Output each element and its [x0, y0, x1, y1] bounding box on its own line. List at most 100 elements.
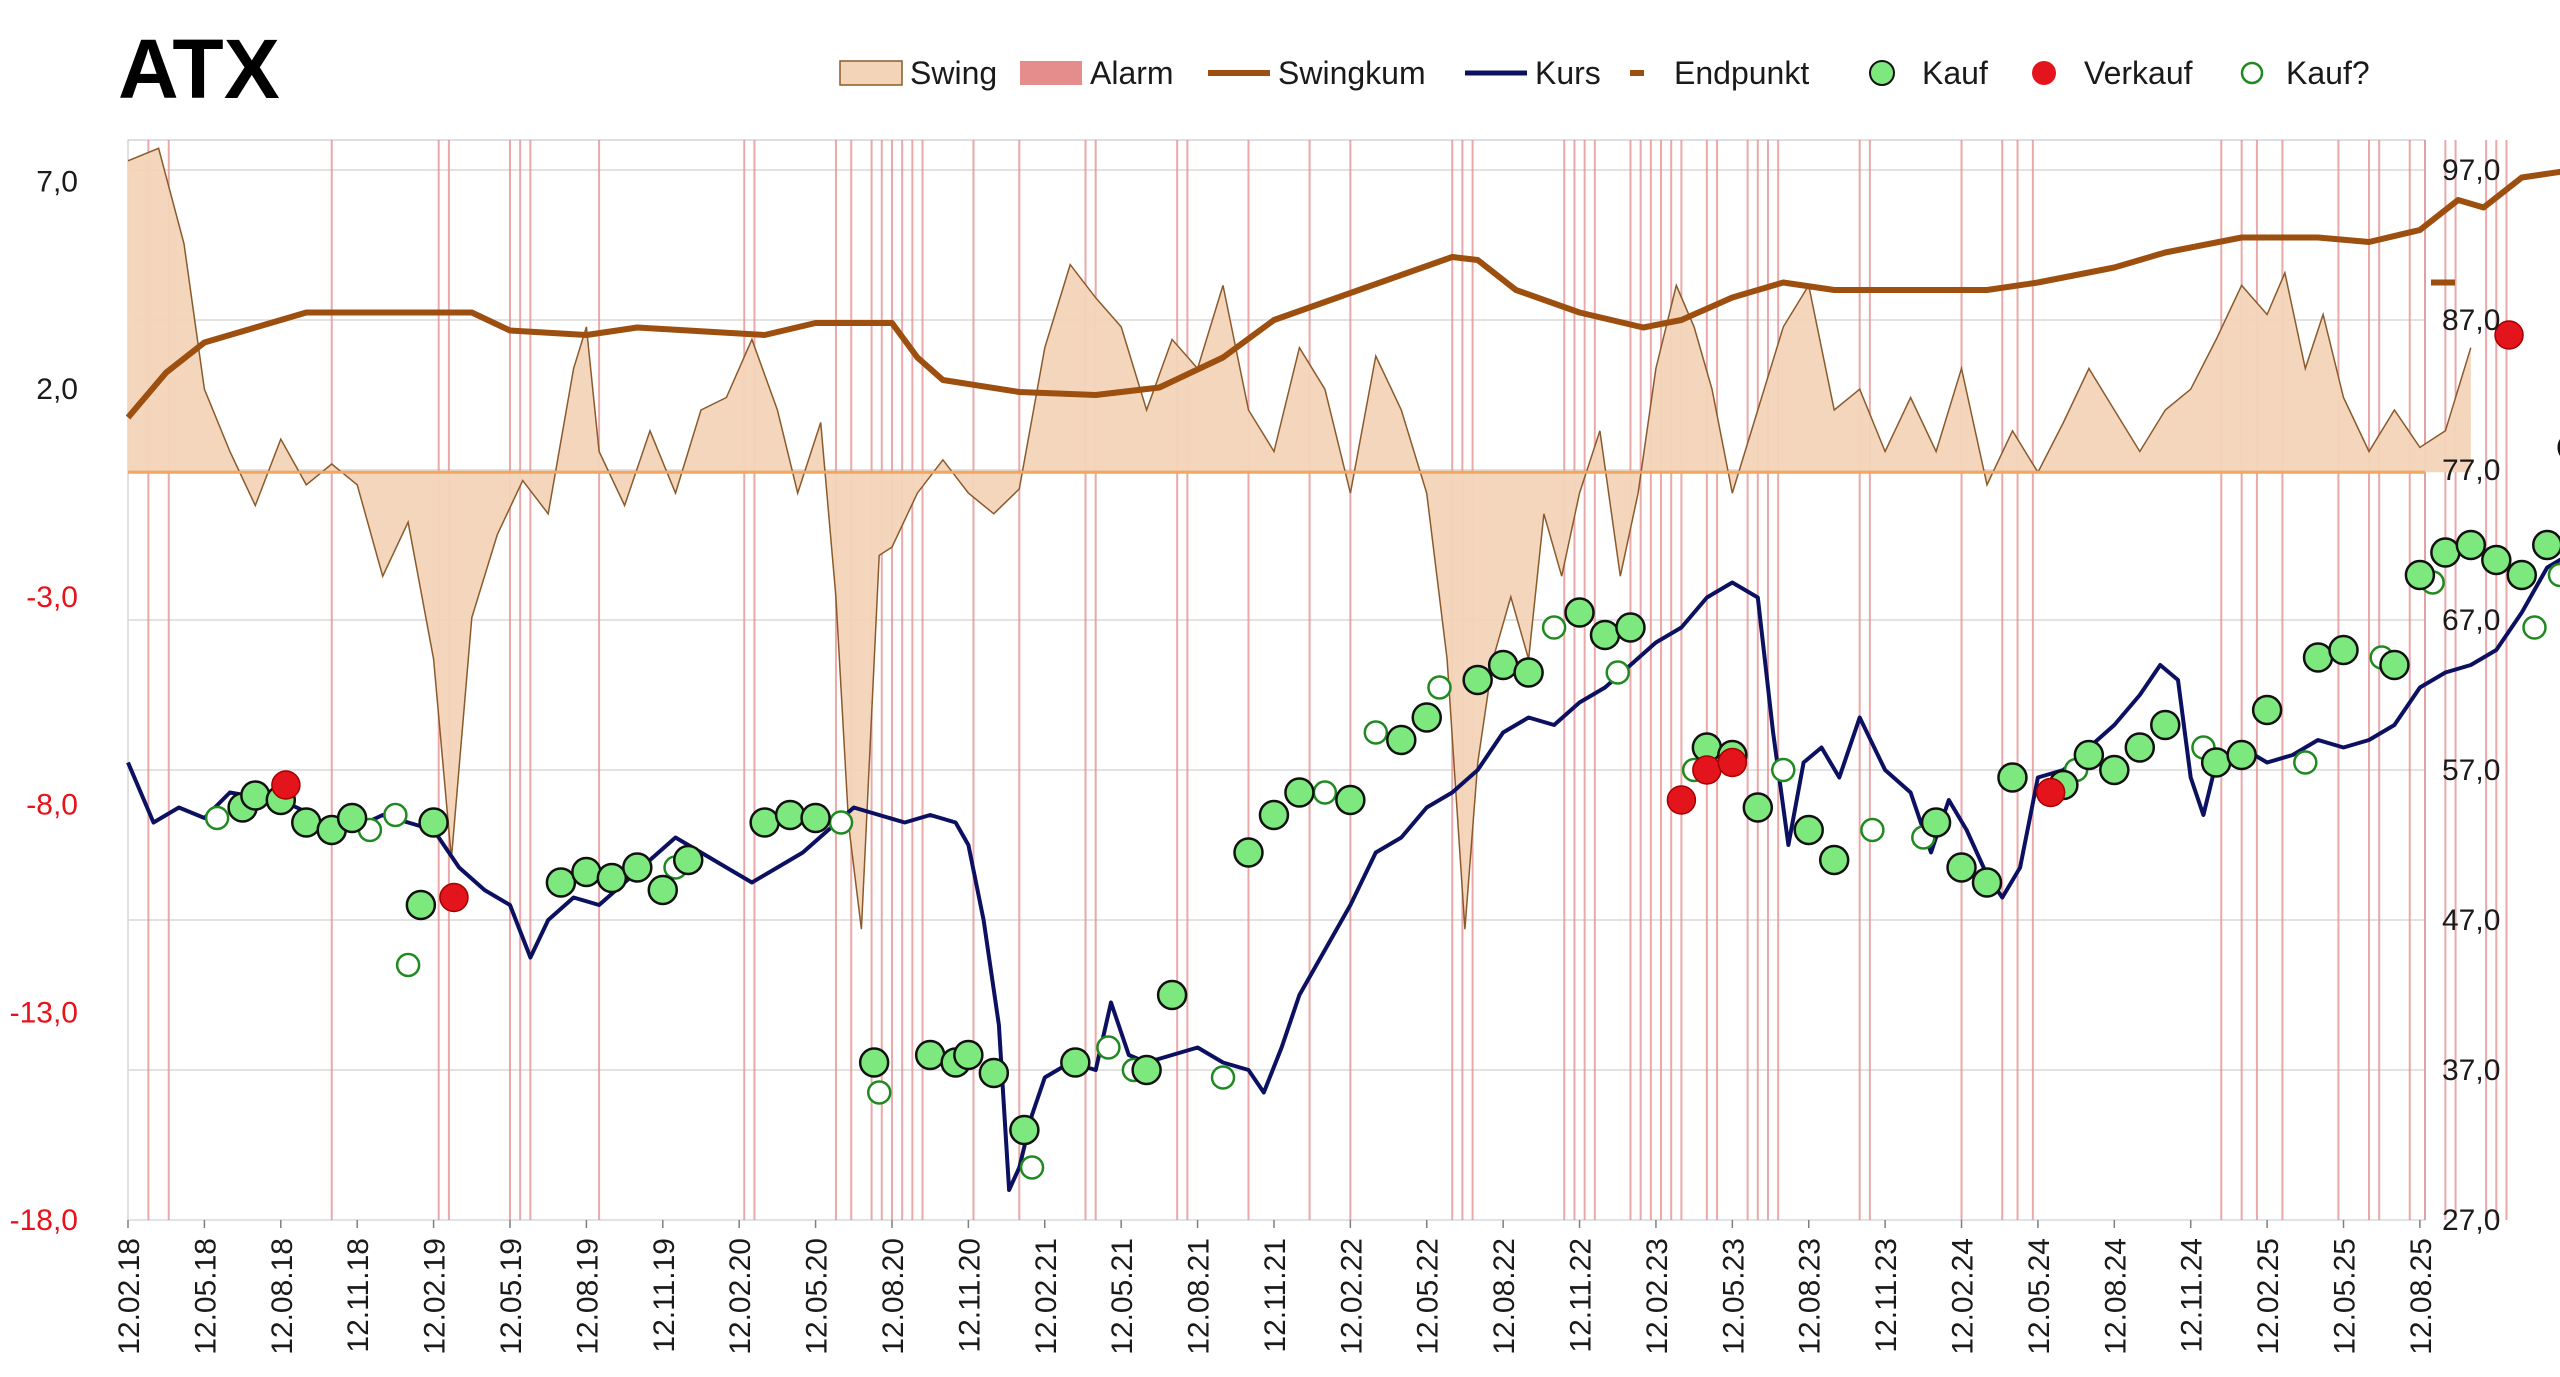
kauf-open-point-15: [1605, 660, 1630, 685]
kauf-point-57: [2379, 649, 2410, 681]
x-tick-16: 12.02.22: [1335, 1238, 1368, 1355]
kurs-series: [126, 557, 2560, 1192]
kauf-point-63: [2531, 529, 2560, 561]
kauf-point-11: [622, 852, 653, 883]
kauf-open-point-22: [2293, 750, 2318, 775]
kauf-open-point-26: [2547, 562, 2560, 588]
y-left-tick-0: 7,0: [36, 166, 78, 199]
kauf-point-62: [2506, 559, 2538, 591]
x-tick-17: 12.05.22: [1412, 1238, 1445, 1355]
kauf-open-point-0: [204, 805, 230, 831]
kauf-open-point-10: [1210, 1065, 1236, 1090]
swingkum-line: [125, 168, 2560, 420]
kauf-point-49: [2099, 754, 2130, 786]
kauf-point-27: [1258, 799, 1290, 831]
kauf-point-55: [2302, 642, 2334, 673]
kauf-open-point-25: [2522, 615, 2547, 640]
verkauf-point-2: [1666, 785, 1697, 815]
x-tick-6: 12.08.19: [571, 1238, 604, 1355]
kauf-point-31: [1411, 702, 1442, 733]
legend-label-endpunkt: Endpunkt: [1674, 55, 1809, 91]
kauf-point-43: [1920, 807, 1952, 838]
verkauf-dot-icon: [2032, 61, 2056, 85]
kauf-point-8: [545, 867, 577, 898]
kauf-open-point-14: [1541, 615, 1567, 640]
kauf-point-44: [1946, 852, 1977, 883]
swing-area: [127, 147, 2472, 930]
x-tick-4: 12.02.19: [419, 1238, 452, 1355]
kauf-point-59: [2430, 537, 2461, 568]
legend-item-endpunkt: Endpunkt: [1630, 55, 1809, 91]
kauf-point-21: [978, 1057, 1010, 1089]
x-tick-18: 12.08.22: [1488, 1238, 1521, 1355]
legend: Swing Alarm Swingkum Kurs Endpunkt Kauf Verkau…: [839, 55, 2370, 91]
legend-label-swingkum: Swingkum: [1278, 55, 1426, 91]
kauf-point-7: [418, 807, 449, 838]
verkauf-point-5: [2035, 777, 2066, 808]
kauf-point-42: [1818, 844, 1850, 876]
legend-label-verkauf: Verkauf: [2084, 55, 2193, 91]
x-tick-25: 12.05.24: [2023, 1238, 2056, 1355]
x-tick-29: 12.05.25: [2329, 1238, 2362, 1355]
x-tick-7: 12.11.19: [648, 1238, 681, 1353]
legend-item-swing: Swing: [839, 55, 997, 91]
legend-item-kurs: Kurs: [1465, 55, 1601, 91]
x-tick-0: 12.02.18: [113, 1238, 146, 1355]
y-left-tick-3: -8,0: [26, 789, 78, 822]
kauf-point-35: [1564, 597, 1595, 628]
kauf-point-18: [914, 1039, 946, 1071]
kauf-point-28: [1284, 777, 1315, 808]
y-right-tick-4: 57,0: [2442, 754, 2500, 787]
y-right-tick-0: 97,0: [2442, 154, 2500, 187]
axes: 7,0 2,0 -3,0 -8,0 -13,0 -18,0 97,0 87,0 77,0 67,0…: [10, 154, 2501, 1355]
x-tick-19: 12.11.22: [1565, 1238, 1598, 1353]
kauf-open-point-13: [1427, 675, 1452, 700]
kauf-point-45: [1971, 867, 2003, 898]
x-tick-1: 12.05.18: [189, 1238, 222, 1355]
kauf-point-30: [1386, 724, 1417, 756]
kauf-point-33: [1487, 649, 1519, 681]
kauf-point-14: [749, 807, 780, 838]
kauf-point-20: [953, 1039, 984, 1071]
x-tick-30: 12.08.25: [2405, 1238, 2438, 1355]
kauf-point-51: [2150, 709, 2181, 741]
kauf-point-58: [2404, 559, 2436, 591]
kauf-point-34: [1513, 657, 1544, 688]
kauf-point-1: [240, 780, 271, 811]
y-left-tick-5: -18,0: [10, 1204, 78, 1237]
kauf-point-61: [2481, 544, 2512, 576]
kauf-point-56: [2328, 634, 2359, 666]
chart-title: ATX: [118, 22, 280, 116]
x-tick-5: 12.05.19: [495, 1238, 528, 1355]
kauf-point-13: [672, 844, 704, 876]
legend-label-kurs: Kurs: [1535, 55, 1601, 91]
x-tick-28: 12.02.25: [2252, 1238, 2285, 1355]
swing-outline: [127, 147, 2472, 930]
y-right-tick-3: 67,0: [2442, 604, 2500, 637]
kauf-point-32: [1462, 664, 1493, 696]
y-left-tick-2: -3,0: [26, 581, 78, 614]
x-tick-14: 12.08.21: [1183, 1238, 1216, 1355]
x-tick-24: 12.02.24: [1947, 1238, 1980, 1355]
verkauf-point-1: [439, 882, 469, 913]
alarm-swatch-icon: [1020, 61, 1082, 85]
x-tick-15: 12.11.21: [1259, 1238, 1292, 1353]
swingkum-series: [125, 168, 2560, 420]
kauf-point-48: [2073, 739, 2105, 771]
kauf-point-12: [647, 874, 679, 906]
kauf-open-point-2: [383, 802, 408, 828]
kauf-open-point-12: [1363, 720, 1389, 745]
kauf-point-46: [1997, 762, 2028, 793]
kauf-open-point-11: [1312, 780, 1338, 805]
y-right-tick-1: 87,0: [2442, 304, 2500, 337]
legend-item-alarm: Alarm: [1020, 55, 1174, 91]
kauf-point-17: [858, 1047, 890, 1078]
x-tick-26: 12.08.24: [2099, 1238, 2132, 1355]
kauf-point-15: [774, 799, 806, 831]
y-left-tick-1: 2,0: [36, 373, 78, 406]
legend-label-swing: Swing: [910, 55, 997, 91]
kauf-open-point-6: [866, 1080, 892, 1105]
x-tick-22: 12.08.23: [1794, 1238, 1827, 1355]
kauf-point-6: [405, 889, 437, 921]
